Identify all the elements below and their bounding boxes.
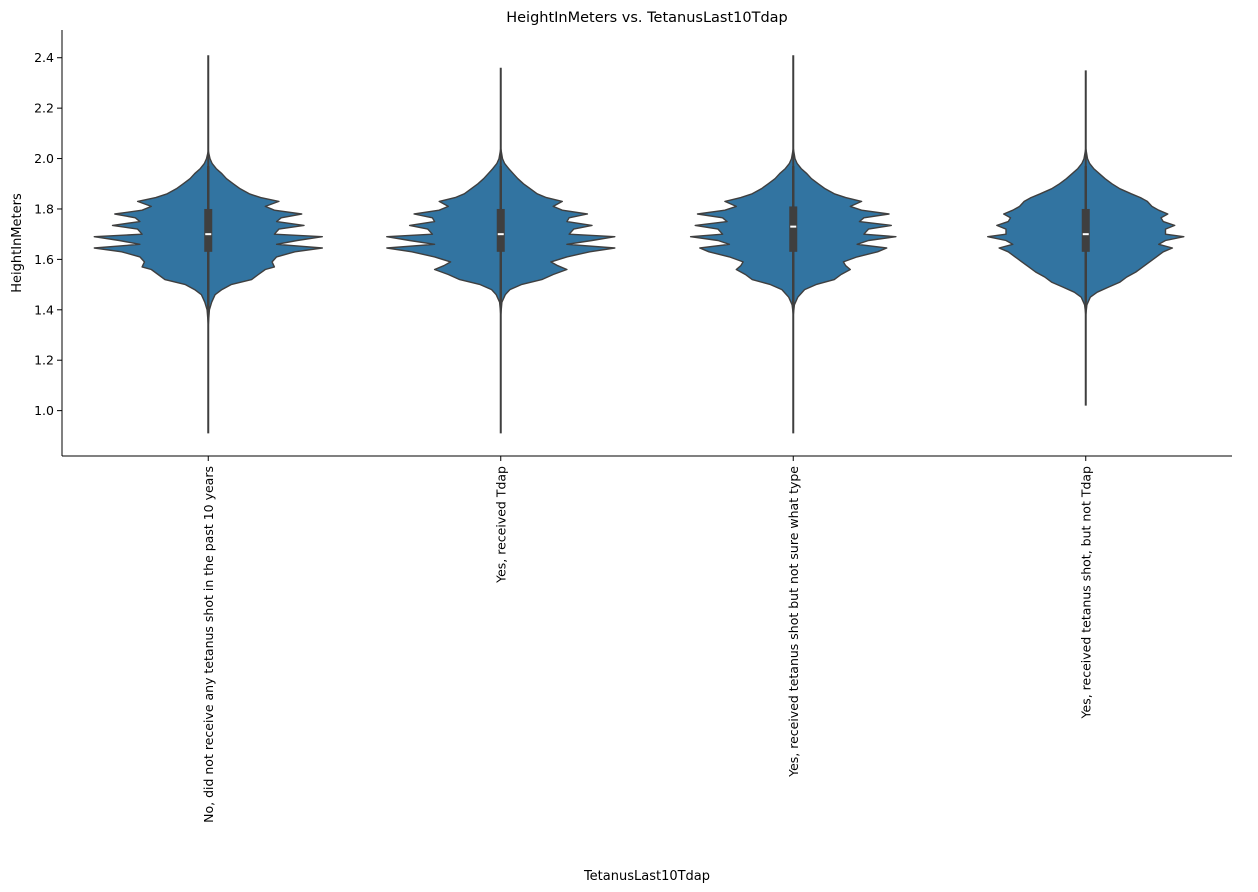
- violin-iqr-box: [204, 208, 213, 252]
- violin-iqr-box: [789, 206, 798, 252]
- violin-median-marker: [205, 233, 212, 236]
- x-axis-label: TetanusLast10Tdap: [583, 869, 710, 884]
- violin-median-marker: [790, 225, 797, 228]
- x-tick-label: Yes, received Tdap: [493, 466, 508, 584]
- violin-median-marker: [1082, 233, 1089, 236]
- violin-iqr-box: [496, 208, 505, 252]
- violin-group: [987, 70, 1185, 406]
- chart-title: HeightInMeters vs. TetanusLast10Tdap: [506, 10, 788, 26]
- violin-group: [386, 67, 616, 434]
- y-tick-label: 1.2: [34, 353, 54, 368]
- violin-group: [93, 55, 323, 434]
- violin-iqr-box: [1081, 208, 1090, 252]
- axes-layer: 1.0 1.2 1.4 1.6 1.8 2.0 2.2 2.4 No, did not rece…: [34, 30, 1232, 823]
- y-tick-label: 1.0: [34, 403, 54, 418]
- x-tick-label: Yes, received tetanus shot but not sure …: [786, 466, 801, 778]
- x-tick-label: Yes, received tetanus shot, but not Tdap: [1078, 466, 1093, 720]
- y-tick-label: 2.2: [34, 101, 54, 116]
- violin-median-marker: [497, 233, 504, 236]
- y-tick-label: 1.8: [34, 201, 54, 216]
- x-tick-label: No, did not receive any tetanus shot in …: [201, 466, 216, 823]
- y-tick-label: 2.4: [34, 50, 54, 65]
- y-tick-label: 1.6: [34, 252, 54, 267]
- y-tick-label: 2.0: [34, 151, 54, 166]
- violins-layer: [93, 55, 1185, 434]
- y-axis-label: HeightInMeters: [10, 193, 25, 293]
- violin-group: [689, 55, 897, 434]
- y-tick-label: 1.4: [34, 302, 54, 317]
